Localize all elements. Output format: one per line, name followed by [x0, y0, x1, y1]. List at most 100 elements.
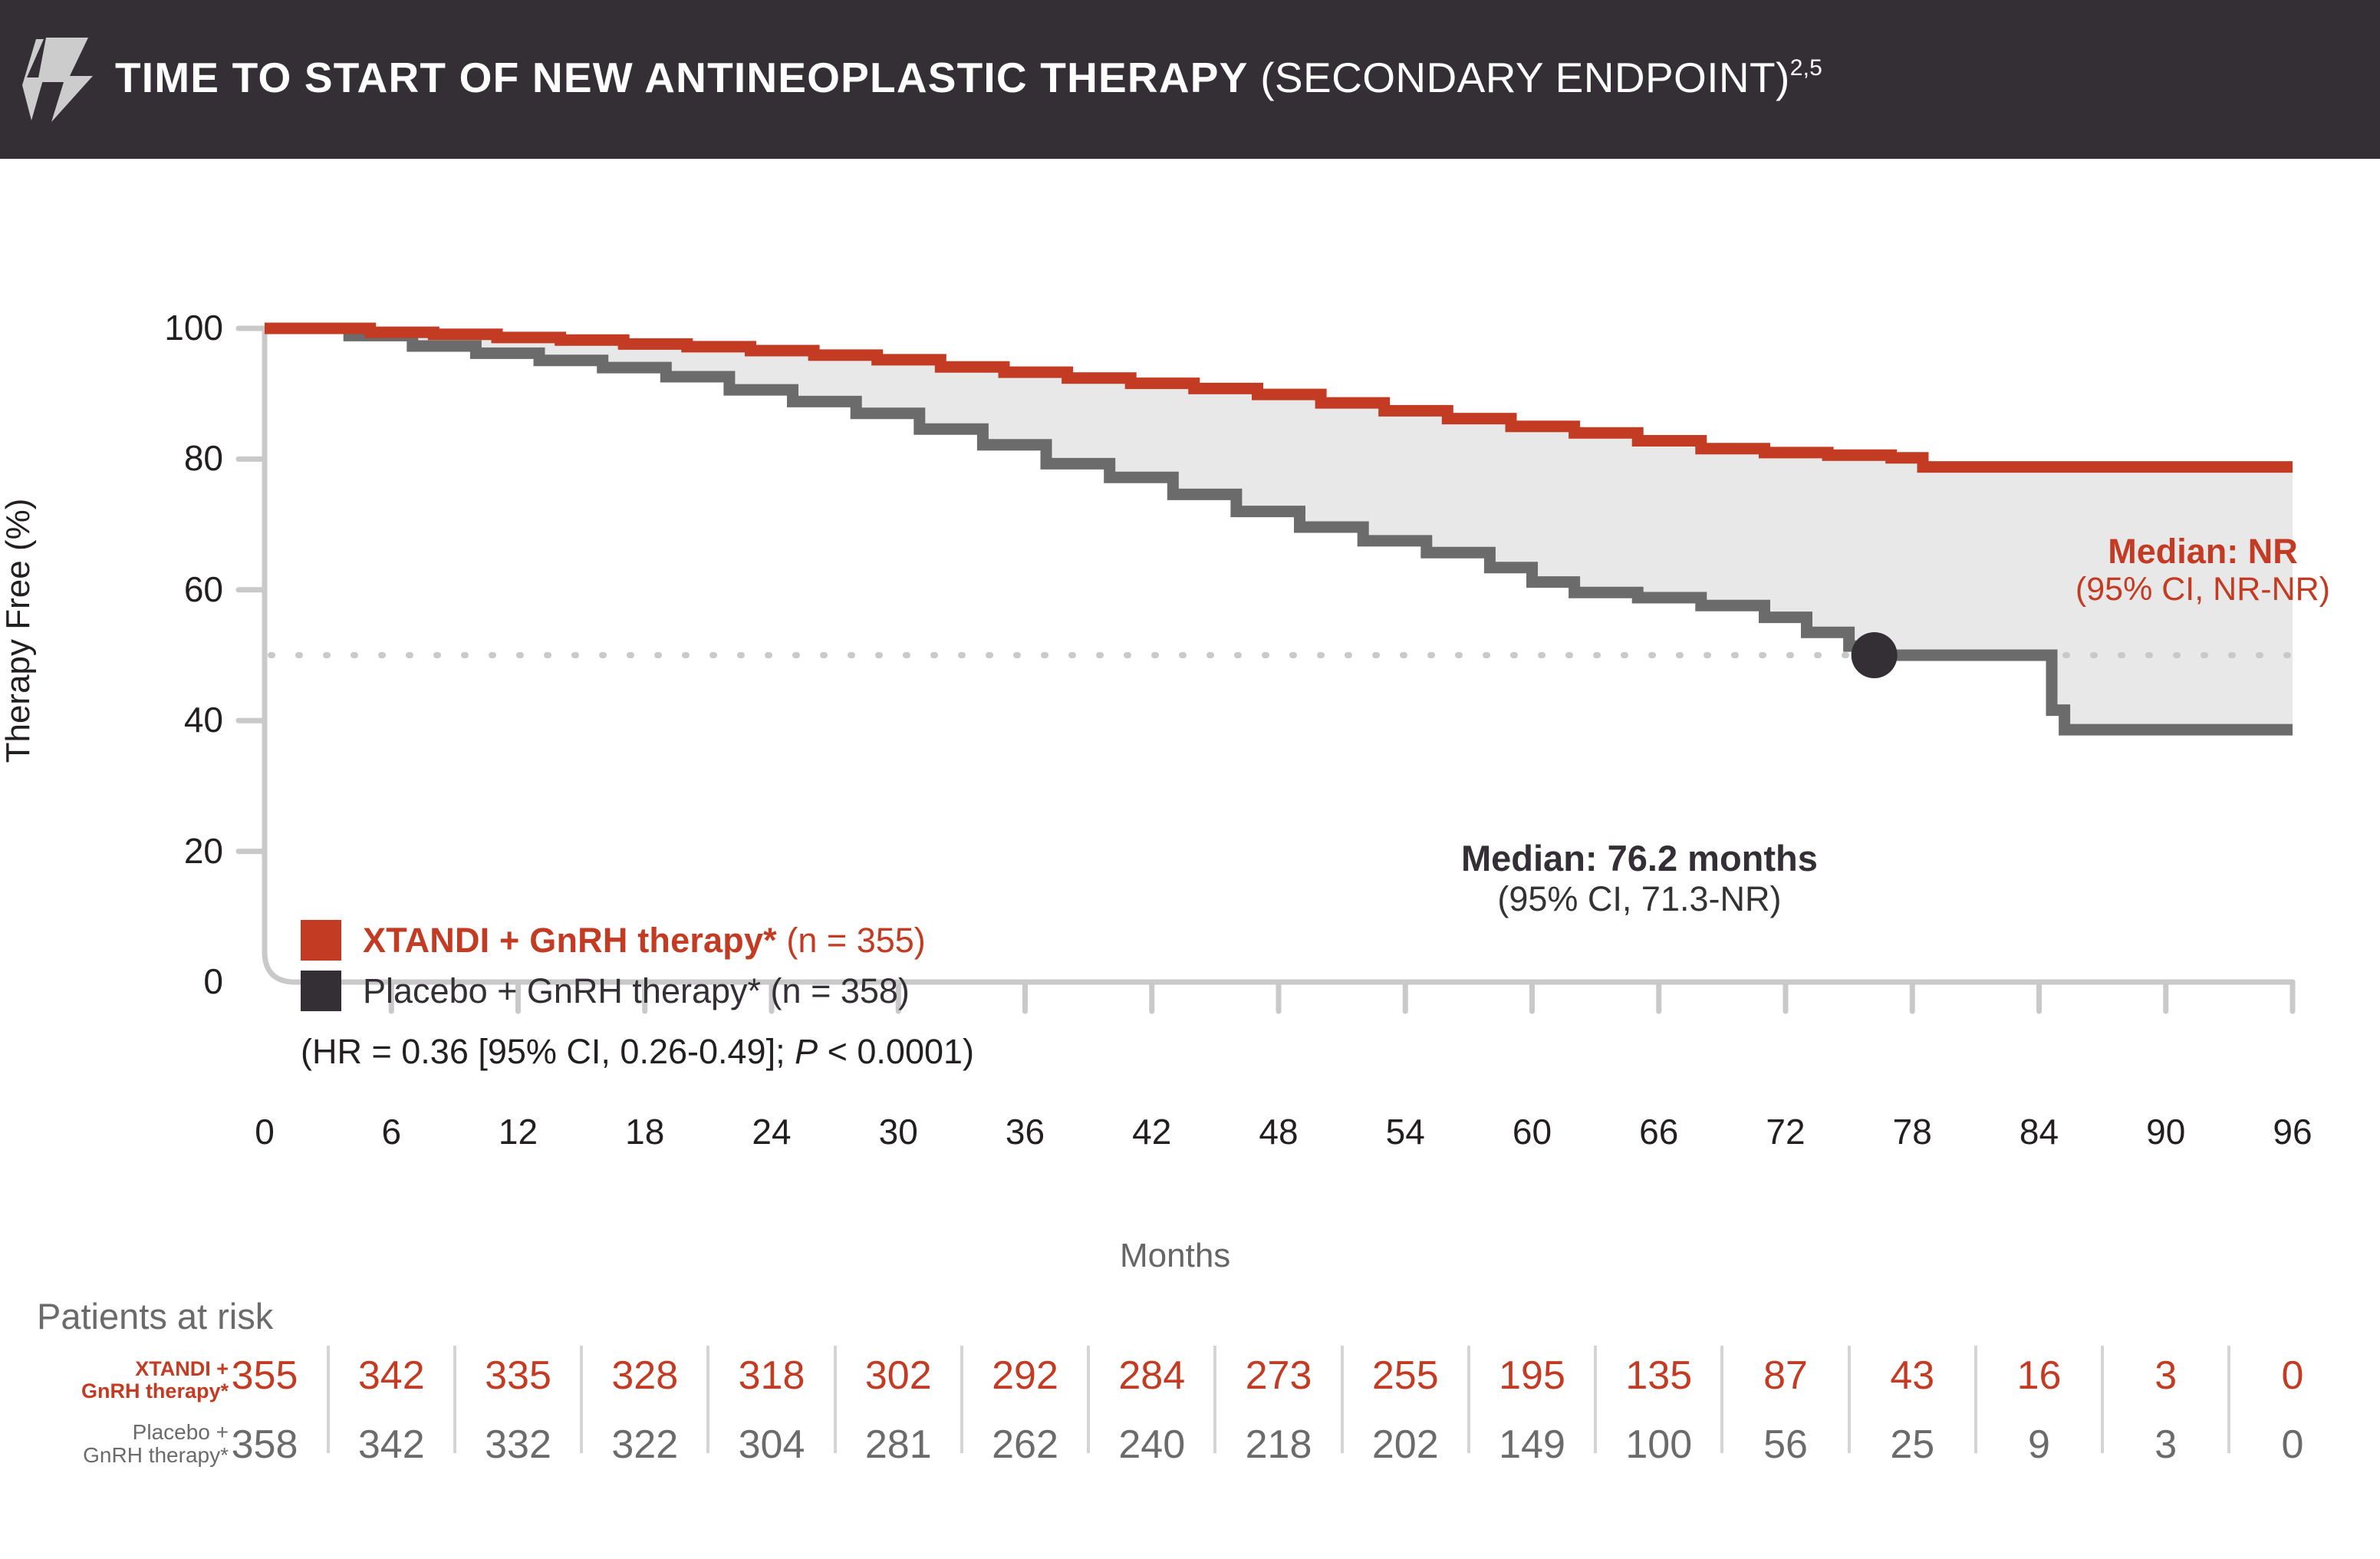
risk-value-placebo: 240	[1118, 1422, 1186, 1467]
risk-value-placebo: 202	[1371, 1422, 1439, 1467]
risk-value-placebo: 281	[864, 1422, 932, 1467]
risk-column-separator	[2227, 1346, 2231, 1453]
page-title-secondary: (SECONDARY ENDPOINT)	[1248, 54, 1790, 101]
risk-value-placebo: 149	[1499, 1422, 1565, 1467]
risk-value-placebo: 3	[2155, 1422, 2178, 1467]
risk-value-xtandi: 328	[611, 1353, 679, 1398]
risk-value-placebo: 56	[1763, 1422, 1808, 1467]
x-tick-label: 42	[1132, 1112, 1172, 1152]
risk-value-xtandi: 355	[231, 1353, 298, 1398]
x-tick-label: 18	[625, 1112, 665, 1152]
page-title-main: TIME TO START OF NEW ANTINEOPLASTIC THER…	[115, 54, 1249, 101]
risk-value-placebo: 322	[611, 1422, 679, 1467]
hr-stats-prefix: (HR = 0.36 [95% CI, 0.26-0.49];	[301, 1032, 795, 1071]
hr-stats-suffix: < 0.0001)	[818, 1032, 975, 1071]
patients-at-risk-table: Patients at risk XTANDI + GnRH therapy* …	[0, 1298, 2380, 1559]
x-tick-label: 30	[878, 1112, 918, 1152]
risk-value-xtandi: 284	[1118, 1353, 1186, 1398]
risk-value-xtandi: 3	[2155, 1353, 2178, 1398]
placebo-median-annotation: Median: 76.2 months (95% CI, 71.3-NR)	[1461, 838, 1818, 918]
risk-value-placebo: 100	[1625, 1422, 1693, 1467]
risk-value-placebo: 304	[738, 1422, 805, 1467]
risk-row-label-placebo: Placebo + GnRH therapy*	[83, 1420, 229, 1468]
x-tick-label: 36	[1005, 1112, 1045, 1152]
risk-value-xtandi: 87	[1763, 1353, 1808, 1398]
x-tick-label: 72	[1766, 1112, 1806, 1152]
page-header: TIME TO START OF NEW ANTINEOPLASTIC THER…	[0, 0, 2380, 159]
risk-value-placebo: 342	[357, 1422, 425, 1467]
x-tick-label: 12	[498, 1112, 538, 1152]
x-tick-label: 48	[1259, 1112, 1299, 1152]
legend-label-xtandi: XTANDI + GnRH therapy* (n = 355)	[363, 923, 926, 957]
legend-label-xtandi-n: (n = 355)	[776, 920, 926, 960]
risk-column-separator	[706, 1346, 710, 1453]
risk-value-xtandi: 335	[485, 1353, 551, 1398]
risk-value-placebo: 9	[2028, 1422, 2050, 1467]
x-tick-label: 66	[1639, 1112, 1679, 1152]
risk-value-placebo: 332	[485, 1422, 551, 1467]
xtandi-median-value: Median: NR	[2108, 532, 2298, 571]
risk-column-separator	[1594, 1346, 1598, 1453]
placebo-survival-curve	[265, 322, 2293, 736]
hr-stats-p-symbol: P	[795, 1032, 818, 1071]
risk-value-xtandi: 43	[1890, 1353, 1935, 1398]
legend-label-placebo-name: Placebo + GnRH therapy*	[363, 971, 762, 1010]
risk-value-xtandi: 16	[2016, 1353, 2062, 1398]
page-title: TIME TO START OF NEW ANTINEOPLASTIC THER…	[115, 57, 1822, 102]
x-tick-label: 24	[752, 1112, 792, 1152]
risk-value-placebo: 25	[1890, 1422, 1935, 1467]
x-tick-label: 90	[2146, 1112, 2186, 1152]
x-tick-label: 96	[2273, 1112, 2313, 1152]
x-tick-label: 84	[2019, 1112, 2059, 1152]
between-curves-band	[265, 328, 2293, 730]
xtandi-median-annotation: Median: NR (95% CI, NR-NR)	[2076, 532, 2330, 608]
xtandi-median-ci: (95% CI, NR-NR)	[2075, 571, 2330, 608]
lightning-bolt-icon	[22, 37, 93, 122]
risk-value-placebo: 0	[2281, 1422, 2304, 1467]
kaplan-meier-plot	[235, 322, 2296, 1014]
risk-row-label-xtandi: XTANDI + GnRH therapy*	[81, 1357, 229, 1403]
risk-column-separator	[580, 1346, 584, 1453]
risk-value-xtandi: 292	[992, 1353, 1058, 1398]
y-axis-ticks	[235, 325, 268, 855]
risk-column-separator	[1213, 1346, 1217, 1453]
x-tick-label: 60	[1512, 1112, 1552, 1152]
y-tick-label: 100	[164, 308, 223, 348]
axis-spine	[262, 325, 2296, 985]
risk-value-placebo: 218	[1245, 1422, 1312, 1467]
x-tick-label: 54	[1385, 1112, 1425, 1152]
x-tick-label: 0	[255, 1112, 275, 1152]
risk-value-xtandi: 255	[1371, 1353, 1439, 1398]
risk-value-xtandi: 195	[1499, 1353, 1565, 1398]
risk-column-separator	[1087, 1346, 1091, 1453]
risk-value-placebo: 358	[231, 1422, 298, 1467]
placebo-median-value: Median: 76.2 months	[1461, 838, 1818, 878]
risk-column-separator	[1467, 1346, 1470, 1453]
brand-logo	[0, 0, 115, 159]
legend-item-xtandi: XTANDI + GnRH therapy* (n = 355)	[301, 915, 974, 965]
x-axis-label: Months	[1120, 1237, 1231, 1274]
xtandi-survival-curve	[265, 322, 2293, 473]
risk-value-xtandi: 342	[357, 1353, 425, 1398]
y-tick-label: 60	[183, 569, 223, 609]
risk-value-xtandi: 0	[2281, 1353, 2304, 1398]
x-axis-ticks	[388, 979, 2296, 1014]
y-tick-label: 20	[183, 830, 223, 871]
legend-swatch-xtandi	[301, 919, 341, 961]
x-tick-label: 6	[381, 1112, 402, 1152]
risk-column-separator	[833, 1346, 837, 1453]
risk-value-xtandi: 135	[1625, 1353, 1693, 1398]
patients-at-risk-heading: Patients at risk	[37, 1296, 274, 1337]
legend-swatch-placebo	[301, 970, 341, 1011]
legend-label-xtandi-name: XTANDI + GnRH therapy*	[363, 920, 777, 960]
page-title-citation: 2,5	[1789, 55, 1823, 81]
risk-value-xtandi: 273	[1245, 1353, 1312, 1398]
chart-area: Antineoplastic Therapy Free (%) Months 0…	[0, 159, 2380, 1467]
risk-column-separator	[1720, 1346, 1724, 1453]
risk-column-separator	[1847, 1346, 1851, 1453]
risk-column-separator	[960, 1346, 963, 1453]
y-tick-label: 40	[183, 700, 223, 740]
risk-value-xtandi: 302	[864, 1353, 932, 1398]
legend-item-placebo: Placebo + GnRH therapy* (n = 358)	[301, 965, 974, 1016]
legend-label-placebo-n: (n = 358)	[761, 971, 910, 1010]
